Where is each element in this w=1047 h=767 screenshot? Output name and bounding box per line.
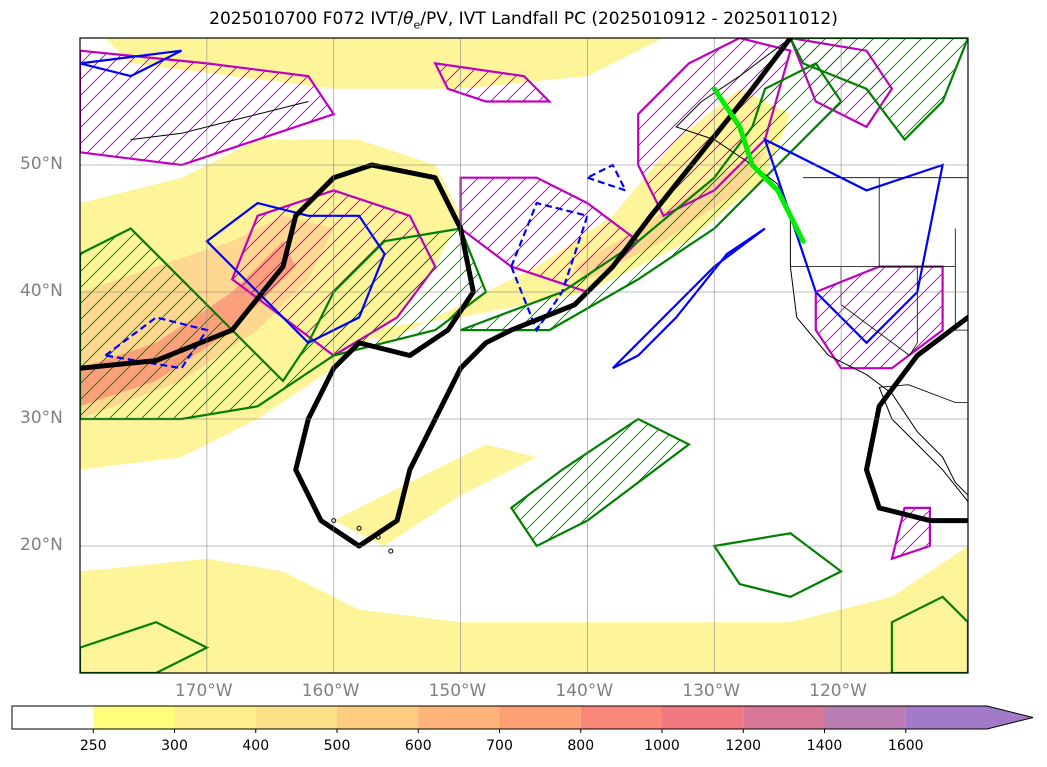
pv-contour xyxy=(509,417,691,548)
title-suffix: /PV, IVT Landfall PC (2025010912 - 20250… xyxy=(420,9,838,29)
pv-contour xyxy=(80,621,210,673)
ivt-shade-250 xyxy=(333,444,537,546)
colorbar-segment xyxy=(255,706,337,729)
colorbar-segment xyxy=(580,706,662,729)
colorbar-tick-label: 800 xyxy=(567,738,595,754)
hawaii-island xyxy=(375,534,381,540)
aleutian-coast xyxy=(130,101,309,141)
thetae-contour xyxy=(80,49,182,78)
colorbar-tick-label: 1000 xyxy=(644,738,680,754)
plot-area xyxy=(80,38,968,673)
colorbar-tick-label: 1400 xyxy=(806,738,843,754)
theta-subscript: e xyxy=(413,18,421,32)
lon-tick-label: 120°W xyxy=(809,681,867,701)
lon-tick-label: 140°W xyxy=(555,681,614,701)
colorbar-tick-label: 1200 xyxy=(725,738,762,754)
colorbar-segment xyxy=(905,706,987,729)
heavy-contour xyxy=(80,38,793,549)
colorbar-tick-label: 250 xyxy=(79,738,107,754)
theta-symbol: θ xyxy=(403,9,414,29)
colorbar-tick-label: 1600 xyxy=(887,738,924,754)
lon-tick-label: 130°W xyxy=(682,681,741,701)
colorbar-segment xyxy=(743,706,825,729)
colorbar-segment xyxy=(337,706,419,729)
lat-tick-label: 20°N xyxy=(20,535,63,555)
pv-contour xyxy=(890,595,968,673)
baja-coastline xyxy=(878,387,968,502)
pv-contour xyxy=(712,532,844,598)
state-border xyxy=(954,228,968,331)
colorbar-frame xyxy=(11,705,1034,730)
colorbar-segment xyxy=(824,706,906,729)
lon-tick-label: 150°W xyxy=(428,681,487,701)
colorbar-segment xyxy=(93,706,175,729)
colorbar-segment xyxy=(418,706,500,729)
title-prefix: 2025010700 F072 IVT/ xyxy=(209,9,404,29)
landfall-pc-contour xyxy=(433,62,553,103)
colorbar-tick-label: 600 xyxy=(404,738,432,754)
thetae-contour xyxy=(612,227,766,370)
lat-tick-label: 30°N xyxy=(20,408,63,428)
heavy-contour xyxy=(864,314,968,524)
colorbar-tick-label: 300 xyxy=(161,738,188,754)
colorbar-extend-arrow xyxy=(987,706,1033,729)
lat-tick-label: 50°N xyxy=(20,154,63,174)
landfall-line xyxy=(711,86,806,244)
colorbar-segment xyxy=(662,706,744,729)
plot-frame xyxy=(79,37,969,674)
hawaii-island xyxy=(388,548,394,554)
pv-contour xyxy=(789,38,968,142)
border-us-mexico xyxy=(879,384,968,403)
colorbar-tick-label: 500 xyxy=(323,738,351,754)
colorbar-segment xyxy=(499,706,581,729)
dashed-contour xyxy=(584,163,628,193)
colorbar-under xyxy=(12,706,94,729)
colorbar-tick-label: 700 xyxy=(486,738,513,754)
colorbar-tick-label: 400 xyxy=(242,738,270,754)
lon-tick-label: 160°W xyxy=(301,681,360,701)
colorbar-segment xyxy=(174,706,256,729)
thetae-contour xyxy=(205,201,386,345)
lat-tick-label: 40°N xyxy=(20,281,63,301)
ivt-shade-250 xyxy=(80,546,968,673)
lon-tick-label: 170°W xyxy=(174,681,233,701)
chart-title: 2025010700 F072 IVT/θe/PV, IVT Landfall … xyxy=(0,9,1047,31)
hawaii-island xyxy=(356,525,362,531)
